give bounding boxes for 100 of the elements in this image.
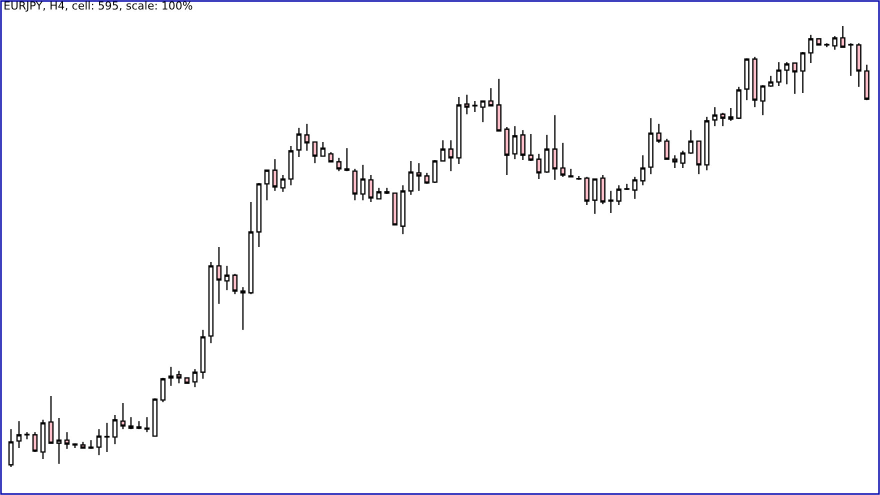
candlestick — [104, 422, 110, 453]
candlestick — [144, 416, 150, 433]
candlestick — [56, 417, 62, 465]
candlestick — [48, 395, 54, 444]
candlestick — [160, 377, 166, 403]
candlestick — [688, 129, 694, 155]
candlestick — [24, 432, 30, 440]
candlestick — [488, 88, 494, 106]
candlestick — [376, 187, 382, 200]
candlestick — [680, 150, 686, 169]
candlestick — [448, 140, 454, 172]
candlestick — [264, 170, 270, 201]
candlestick — [312, 141, 318, 164]
candlestick — [344, 148, 350, 172]
candlestick — [112, 414, 118, 445]
candlestick — [480, 100, 486, 123]
candlestick — [88, 439, 94, 450]
candlestick — [392, 192, 398, 226]
candlestick — [536, 153, 542, 180]
candlestick — [224, 265, 230, 291]
candlestick — [496, 78, 502, 132]
candlestick — [768, 75, 774, 88]
candlestick — [240, 286, 246, 330]
candlestick — [632, 176, 638, 200]
candlestick — [400, 184, 406, 235]
candlestick — [560, 142, 566, 178]
candlestick — [200, 329, 206, 380]
candlestick — [640, 154, 646, 186]
candlestick — [656, 123, 662, 144]
candlestick — [408, 160, 414, 196]
candlestick — [360, 164, 366, 201]
candlestick — [248, 201, 254, 295]
candlestick — [440, 140, 446, 162]
candlestick — [432, 159, 438, 184]
candlestick — [16, 420, 22, 449]
candlestick — [416, 162, 422, 192]
candlestick — [328, 151, 334, 162]
candlestick — [672, 154, 678, 169]
candlestick — [736, 86, 742, 120]
candlestick — [96, 428, 102, 456]
candlestick — [528, 133, 534, 162]
candlestick — [712, 106, 718, 127]
candlestick — [776, 62, 782, 87]
candlestick — [320, 141, 326, 157]
candlestick — [728, 107, 734, 122]
candlestick — [168, 366, 174, 387]
candlestick — [752, 56, 758, 108]
candlestick — [696, 140, 702, 175]
candlestick — [600, 174, 606, 205]
candlestick — [176, 370, 182, 384]
candlestick — [584, 176, 590, 206]
candlestick — [624, 183, 630, 191]
candlestick — [520, 129, 526, 161]
candlestick — [864, 64, 870, 101]
candlestick — [184, 377, 190, 384]
candlestick — [648, 118, 654, 175]
candlestick — [64, 432, 70, 450]
candlestick — [544, 134, 550, 174]
candlestick — [120, 402, 126, 430]
candlestick — [808, 34, 814, 64]
candlestick — [568, 168, 574, 178]
candlestick — [792, 62, 798, 95]
candlestick — [856, 42, 862, 88]
candlestick — [128, 416, 134, 430]
candlestick — [424, 172, 430, 185]
candlestick — [272, 158, 278, 192]
candlestick — [288, 145, 294, 186]
candlestick — [840, 25, 846, 48]
candlestick — [32, 432, 38, 453]
candlestick — [256, 182, 262, 248]
candlestick — [456, 96, 462, 165]
chart-title: EURJPY, H4, cell: 595, scale: 100% — [4, 0, 193, 13]
candlestick — [280, 174, 286, 192]
candlestick — [136, 420, 142, 430]
candlestick — [608, 190, 614, 214]
candlestick — [616, 184, 622, 206]
candlestick — [8, 428, 14, 468]
candlestick — [208, 261, 214, 344]
candlestick — [760, 84, 766, 116]
candlestick — [384, 187, 390, 195]
candlestick — [704, 116, 710, 171]
candlestick — [40, 419, 46, 460]
candlestick — [552, 114, 558, 181]
candlestick — [784, 62, 790, 85]
candlestick — [296, 127, 302, 158]
candlestick — [744, 58, 750, 101]
candlestick — [368, 174, 374, 203]
candlestick — [800, 51, 806, 94]
candlestick — [464, 94, 470, 115]
candlestick — [232, 273, 238, 295]
candlestick — [304, 123, 310, 152]
candlestick — [832, 35, 838, 50]
candlestick — [512, 125, 518, 160]
candlestick — [720, 112, 726, 127]
candlestick — [472, 100, 478, 113]
candlestick — [816, 38, 822, 46]
candlestick — [152, 398, 158, 437]
candlestick — [824, 42, 830, 48]
candlestick — [352, 168, 358, 201]
candlestick — [592, 178, 598, 215]
